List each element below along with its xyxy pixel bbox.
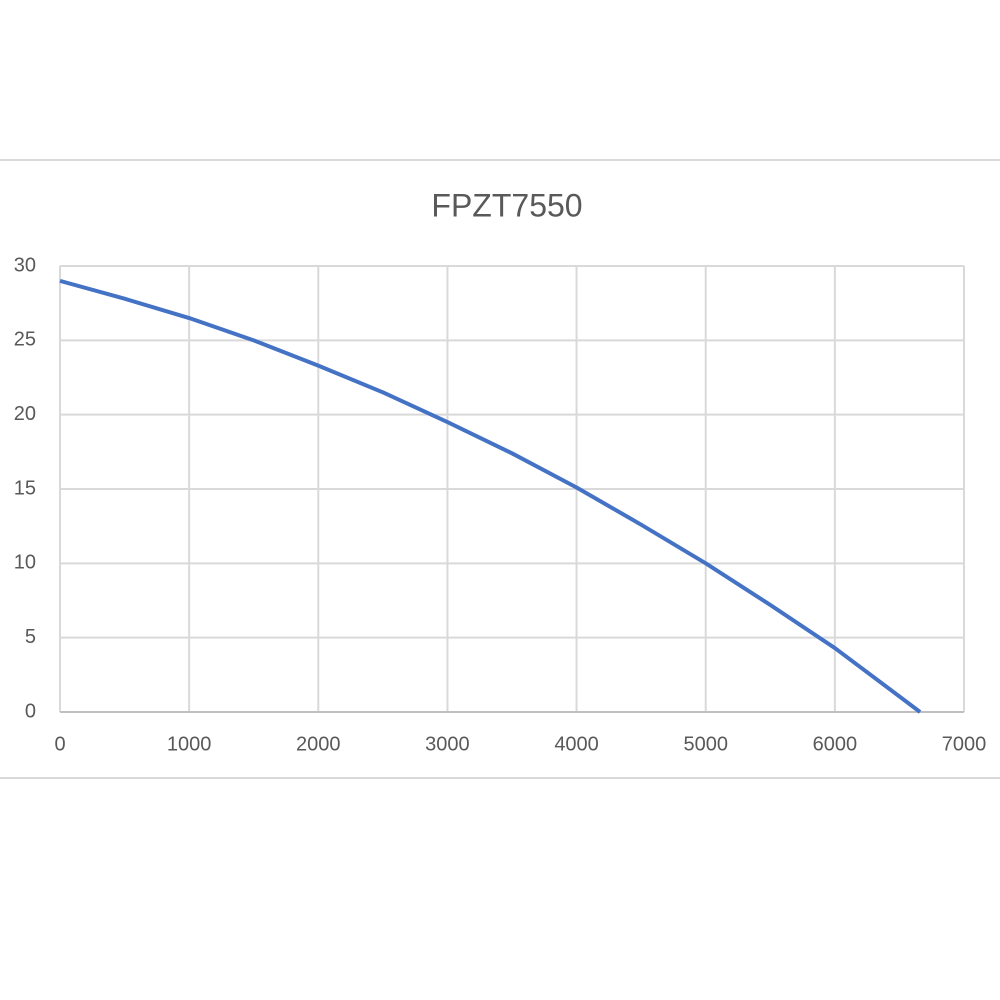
x-tick-label: 1000 <box>167 733 212 755</box>
x-tick-label: 5000 <box>683 733 728 755</box>
y-tick-label: 0 <box>25 700 36 722</box>
y-tick-label: 5 <box>25 626 36 648</box>
x-tick-label: 4000 <box>554 733 599 755</box>
y-tick-label: 15 <box>14 477 36 499</box>
x-tick-label: 2000 <box>296 733 341 755</box>
data-line <box>59 278 922 714</box>
x-tick-label: 6000 <box>813 733 858 755</box>
y-tick-label: 25 <box>14 329 36 351</box>
y-tick-label: 10 <box>14 552 36 574</box>
x-tick-label: 0 <box>54 733 65 755</box>
x-tick-label: 7000 <box>942 733 987 755</box>
y-tick-label: 30 <box>14 254 36 276</box>
x-tick-label: 3000 <box>425 733 470 755</box>
chart-title: FPZT7550 <box>431 187 582 223</box>
y-tick-label: 20 <box>14 403 36 425</box>
